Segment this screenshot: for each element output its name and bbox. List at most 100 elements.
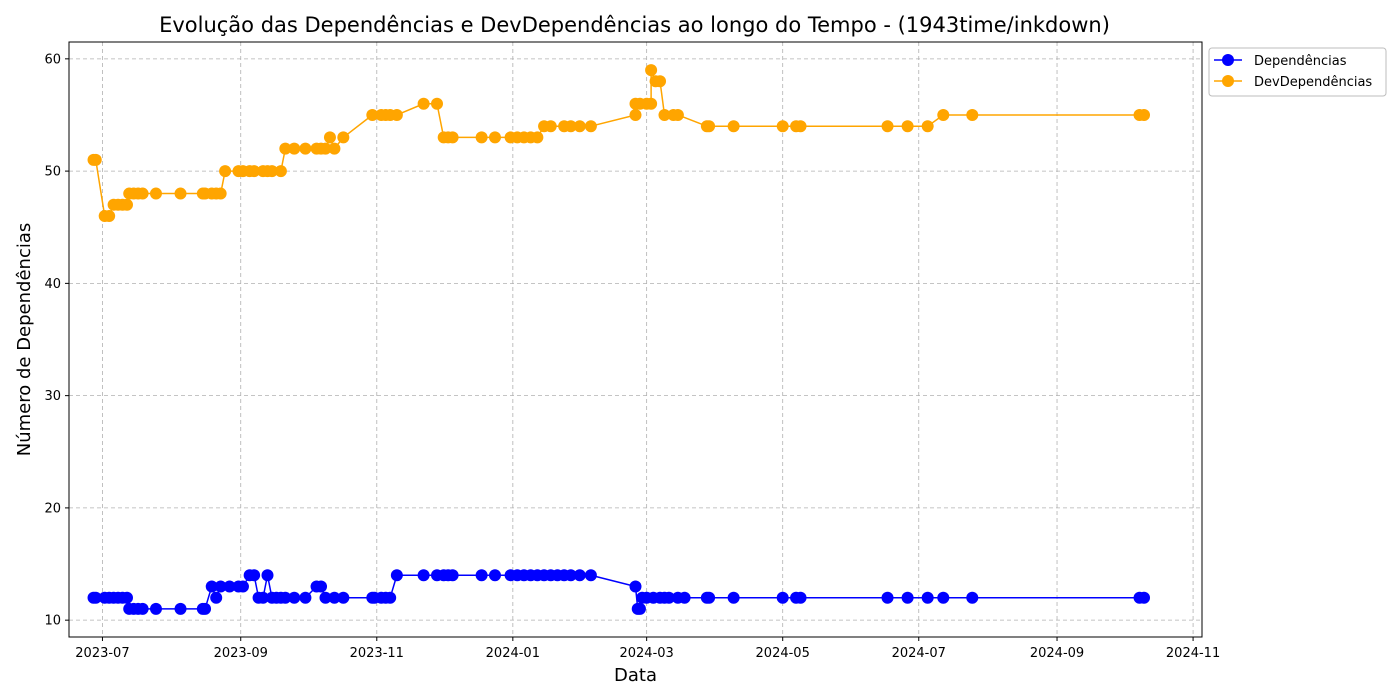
data-point bbox=[794, 591, 807, 604]
y-tick-label: 10 bbox=[44, 614, 61, 629]
y-tick-label: 40 bbox=[44, 277, 61, 292]
x-tick-label: 2023-11 bbox=[350, 646, 404, 661]
data-point bbox=[337, 591, 350, 604]
data-point bbox=[488, 569, 501, 582]
data-point bbox=[937, 108, 950, 121]
x-tick-label: 2023-09 bbox=[214, 646, 268, 661]
x-tick-label: 2024-03 bbox=[619, 646, 673, 661]
data-point bbox=[937, 591, 950, 604]
legend: Dependências DevDependências bbox=[1208, 47, 1387, 97]
x-tick-label: 2024-01 bbox=[486, 646, 540, 661]
data-point bbox=[223, 580, 236, 593]
data-point bbox=[214, 580, 227, 593]
x-axis: 2023-07 2023-09 2023-11 2024-01 2024-03 2024-… bbox=[75, 637, 1220, 661]
data-point bbox=[488, 131, 501, 144]
data-point bbox=[727, 591, 740, 604]
legend-marker-dependencias bbox=[1222, 54, 1234, 66]
data-point bbox=[89, 591, 102, 604]
data-point bbox=[531, 131, 544, 144]
data-point bbox=[544, 120, 557, 133]
data-point bbox=[658, 108, 671, 121]
data-point bbox=[274, 165, 287, 178]
y-tick-label: 60 bbox=[44, 52, 61, 67]
series-dependencias bbox=[87, 569, 1151, 615]
data-point bbox=[279, 591, 292, 604]
data-point bbox=[174, 187, 187, 200]
data-point bbox=[328, 142, 341, 155]
data-point bbox=[149, 187, 162, 200]
data-point bbox=[678, 591, 691, 604]
y-tick-label: 30 bbox=[44, 389, 61, 404]
data-point bbox=[921, 591, 934, 604]
data-point bbox=[1138, 591, 1151, 604]
data-point bbox=[205, 580, 218, 593]
series-layer bbox=[87, 64, 1151, 615]
data-point bbox=[901, 120, 914, 133]
data-point bbox=[384, 591, 397, 604]
data-point bbox=[103, 210, 116, 223]
data-point bbox=[319, 591, 332, 604]
legend-label-dependencias: Dependências bbox=[1254, 54, 1347, 69]
data-point bbox=[645, 97, 658, 110]
data-point bbox=[248, 569, 261, 582]
y-axis-title: Número de Dependências bbox=[14, 223, 35, 457]
data-point bbox=[319, 142, 332, 155]
data-point bbox=[337, 131, 350, 144]
data-point bbox=[564, 120, 577, 133]
data-point bbox=[629, 580, 642, 593]
data-point bbox=[236, 580, 249, 593]
data-point bbox=[261, 569, 274, 582]
data-point bbox=[662, 591, 675, 604]
data-point bbox=[446, 569, 459, 582]
data-point bbox=[1138, 108, 1151, 121]
data-point bbox=[881, 120, 894, 133]
data-point bbox=[323, 131, 336, 144]
data-point bbox=[120, 591, 133, 604]
data-point bbox=[257, 591, 270, 604]
legend-label-devdependencias: DevDependências bbox=[1254, 75, 1372, 90]
data-point bbox=[417, 97, 430, 110]
data-point bbox=[703, 591, 716, 604]
data-point bbox=[149, 602, 162, 615]
data-point bbox=[776, 591, 789, 604]
x-axis-title: Data bbox=[614, 665, 657, 686]
data-point bbox=[279, 142, 292, 155]
data-point bbox=[248, 165, 261, 178]
data-point bbox=[199, 602, 212, 615]
data-point bbox=[136, 187, 149, 200]
data-point bbox=[966, 591, 979, 604]
data-point bbox=[475, 131, 488, 144]
y-tick-label: 50 bbox=[44, 165, 61, 180]
data-point bbox=[288, 142, 301, 155]
data-point bbox=[214, 187, 227, 200]
data-point bbox=[366, 108, 379, 121]
data-point bbox=[584, 569, 597, 582]
data-point bbox=[564, 569, 577, 582]
data-point bbox=[120, 198, 133, 211]
legend-marker-devdependencias bbox=[1222, 75, 1234, 87]
y-axis: 10 20 30 40 50 60 bbox=[44, 52, 69, 629]
data-point bbox=[703, 120, 716, 133]
data-point bbox=[794, 120, 807, 133]
data-point bbox=[265, 165, 278, 178]
x-tick-label: 2024-09 bbox=[1030, 646, 1084, 661]
data-point bbox=[299, 142, 312, 155]
data-point bbox=[881, 591, 894, 604]
data-point bbox=[390, 569, 403, 582]
data-point bbox=[136, 602, 149, 615]
data-point bbox=[629, 108, 642, 121]
series-devdependencias bbox=[87, 64, 1151, 223]
data-point bbox=[315, 580, 328, 593]
data-point bbox=[475, 569, 488, 582]
y-tick-label: 20 bbox=[44, 501, 61, 516]
data-point bbox=[671, 108, 684, 121]
data-point bbox=[727, 120, 740, 133]
data-point bbox=[573, 120, 586, 133]
data-point bbox=[901, 591, 914, 604]
data-point bbox=[288, 591, 301, 604]
data-point bbox=[174, 602, 187, 615]
data-point bbox=[328, 591, 341, 604]
data-point bbox=[654, 75, 667, 88]
